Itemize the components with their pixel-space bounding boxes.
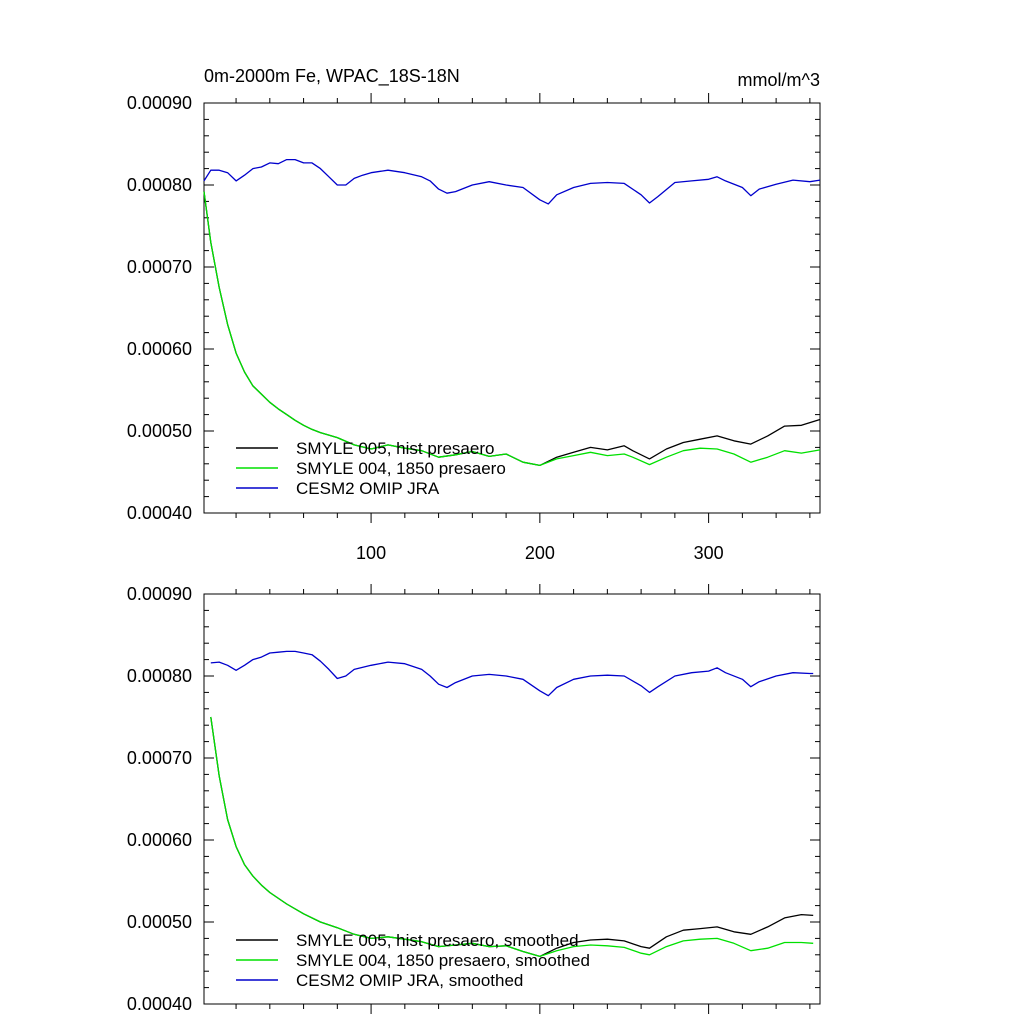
bottom-panel-series-smyle004: [210, 716, 814, 958]
top-panel-ytick-label: 0.00080: [127, 175, 192, 195]
top-panel-legend-label-smyle004: SMYLE 004, 1850 presaero: [296, 459, 506, 478]
bottom-panel-frame: [203, 593, 821, 1005]
top-panel-title: 0m-2000m Fe, WPAC_18S-18N: [204, 66, 460, 87]
bottom-panel-legend: SMYLE 005, hist presaero, smoothedSMYLE …: [236, 931, 590, 990]
top-panel-ytick-label: 0.00070: [127, 257, 192, 277]
top-panel-frame: [203, 102, 821, 514]
bottom-panel-legend-label-smyle005: SMYLE 005, hist presaero, smoothed: [296, 931, 579, 950]
top-panel: 0m-2000m Fe, WPAC_18S-18N mmol/m^3 0.000…: [127, 66, 821, 563]
bottom-panel: 0.00040 0.00050 0.00060 0.00070 0.00080 0.000…: [127, 584, 821, 1014]
top-panel-legend-label-smyle005: SMYLE 005, hist presaero: [296, 439, 494, 458]
top-panel-series-smyle004: [203, 191, 821, 467]
bottom-panel-ytick-label: 0.00070: [127, 748, 192, 768]
top-panel-ytick-label: 0.00060: [127, 339, 192, 359]
bottom-panel-ticks: 0.00040 0.00050 0.00060 0.00070 0.00080 0.000…: [127, 584, 820, 1014]
top-panel-xtick-label: 100: [356, 543, 386, 563]
bottom-panel-series: [210, 650, 814, 958]
bottom-panel-series-omip: [210, 650, 814, 697]
top-panel-ytick-label: 0.00050: [127, 421, 192, 441]
bottom-panel-legend-label-smyle004: SMYLE 004, 1850 presaero, smoothed: [296, 951, 590, 970]
bottom-panel-ytick-label: 0.00080: [127, 666, 192, 686]
bottom-panel-legend-label-omip: CESM2 OMIP JRA, smoothed: [296, 971, 523, 990]
top-panel-ytick-label: 0.00090: [127, 93, 192, 113]
top-panel-ytick-label: 0.00040: [127, 503, 192, 523]
top-panel-series-omip: [203, 158, 821, 205]
bottom-panel-ytick-label: 0.00050: [127, 912, 192, 932]
top-panel-xtick-label: 200: [525, 543, 555, 563]
top-panel-legend-label-omip: CESM2 OMIP JRA: [296, 479, 440, 498]
bottom-panel-ytick-label: 0.00090: [127, 584, 192, 604]
top-panel-units: mmol/m^3: [738, 70, 820, 90]
bottom-panel-ytick-label: 0.00040: [127, 994, 192, 1014]
top-panel-ticks: 0.00040 0.00050 0.00060 0.00070 0.00080 0.000…: [127, 93, 820, 563]
top-panel-xtick-label: 300: [694, 543, 724, 563]
bottom-panel-ytick-label: 0.00060: [127, 830, 192, 850]
top-panel-series: [203, 158, 821, 467]
